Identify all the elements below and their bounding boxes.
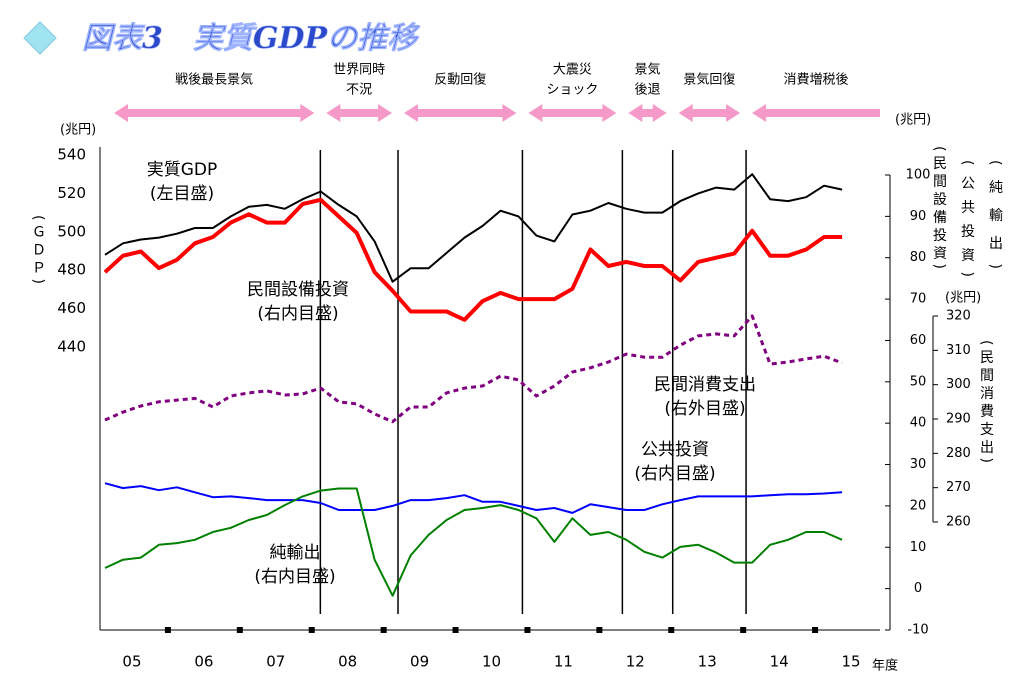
series-note: (右内目盛) — [634, 464, 715, 484]
series-line — [103, 197, 843, 322]
series-note: (右外目盛) — [664, 399, 745, 419]
x-tick-label: 11 — [554, 653, 573, 671]
y2-tick-label: 70 — [910, 292, 927, 307]
x-tick — [308, 627, 315, 633]
series-line — [104, 173, 843, 283]
period-arrow — [752, 104, 880, 122]
y2-tick-label: 90 — [910, 209, 927, 224]
period-arrow — [528, 104, 617, 122]
x-tick — [596, 627, 603, 633]
title-icon — [23, 21, 57, 55]
y-tick-label: 540 — [57, 146, 86, 164]
y-tick-label: 500 — [57, 222, 86, 240]
x-tick-label: 05 — [122, 653, 141, 671]
period-arrow — [404, 104, 517, 122]
y3-tick-label: 320 — [946, 309, 971, 324]
y2-tick-label: 50 — [910, 374, 927, 389]
x-tick — [452, 627, 459, 633]
y-unit: (兆円) — [60, 123, 96, 138]
x-tick — [740, 627, 747, 633]
y2-tick-label: 20 — [910, 498, 927, 513]
x-tick — [812, 627, 819, 633]
x-label: 年度 — [872, 658, 898, 674]
period-label: 不況 — [346, 83, 372, 98]
y2-tick-label: 80 — [910, 250, 927, 265]
y2-tick-label: 100 — [906, 168, 931, 183]
series-note: (右内目盛) — [254, 567, 335, 587]
series-note: (右内目盛) — [257, 304, 338, 324]
x-tick-label: 08 — [338, 653, 357, 671]
period-label: 後退 — [635, 83, 661, 98]
period-arrow — [326, 104, 393, 122]
x-tick — [668, 627, 675, 633]
y-label: (ＧＤＰ) — [30, 215, 46, 288]
series-name: 実質GDP — [147, 160, 218, 180]
x-tick — [164, 627, 171, 633]
series-name: 純輸出 — [270, 543, 321, 563]
x-tick-label: 14 — [770, 653, 789, 671]
period-label: 大震災 — [553, 63, 592, 78]
x-tick — [524, 627, 531, 633]
y2-tick-label: 60 — [910, 333, 927, 348]
x-tick-label: 09 — [410, 653, 429, 671]
y2-label: (民間設備投資) — [931, 146, 947, 273]
chart-title: 図表3 実質GDPの推移 — [82, 21, 421, 56]
period-label: 景気回復 — [683, 72, 735, 88]
y2-tick-label: 0 — [914, 581, 922, 596]
period-label: 反動回復 — [434, 72, 486, 88]
period-label: 世界同時 — [333, 63, 385, 78]
y-tick-label: 520 — [57, 184, 86, 202]
y3-label: (民間消費支出) — [978, 340, 994, 467]
y-tick-label: 460 — [57, 299, 86, 317]
x-tick-label: 10 — [482, 653, 501, 671]
y-tick-label: 480 — [57, 261, 86, 279]
period-label: 戦後最長景気 — [175, 72, 253, 88]
series-name: 民間設備投資 — [247, 280, 349, 300]
x-tick-label: 13 — [698, 653, 717, 671]
period-arrow — [114, 104, 315, 122]
period-arrow — [628, 104, 667, 122]
series-name: 公共投資 — [641, 440, 709, 460]
period-label: 景気 — [635, 62, 661, 78]
x-tick — [380, 627, 387, 633]
y3-tick-label: 260 — [946, 515, 971, 530]
y3-unit: (兆円) — [945, 291, 981, 306]
period-label: 消費増税後 — [784, 73, 849, 88]
x-tick-label: 15 — [841, 653, 860, 671]
y2-tick-label: 10 — [910, 540, 927, 555]
x-tick-label: 12 — [626, 653, 645, 671]
y2-tick-label: 40 — [910, 416, 927, 431]
series-line — [104, 487, 843, 597]
y3-tick-label: 310 — [946, 343, 971, 358]
y3-tick-label: 270 — [946, 480, 971, 495]
y2-tick-label: 30 — [910, 457, 927, 472]
y2-label: (純輸出) — [987, 160, 1003, 283]
series-line — [104, 314, 843, 424]
y-tick-label: 440 — [57, 338, 86, 356]
series-note: (左目盛) — [150, 184, 214, 204]
series-line — [104, 482, 843, 514]
y3-tick-label: 300 — [946, 377, 971, 392]
period-arrow — [678, 104, 741, 122]
series-name: 民間消費支出 — [654, 375, 756, 395]
period-label: ショック — [546, 83, 598, 98]
y2-unit: (兆円) — [895, 113, 931, 128]
y3-tick-label: 290 — [946, 412, 971, 427]
y3-tick-label: 280 — [946, 446, 971, 461]
x-tick — [236, 627, 243, 633]
y2-tick-label: -10 — [907, 623, 928, 638]
y2-label: (公共投資) — [959, 160, 975, 287]
x-tick-label: 06 — [194, 653, 213, 671]
x-tick-label: 07 — [266, 653, 285, 671]
